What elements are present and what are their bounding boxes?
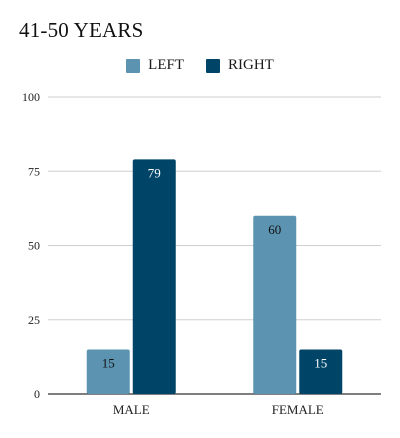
bar-female-left — [253, 215, 297, 394]
data-label-female-right: 15 — [314, 355, 327, 370]
bar-female-right — [299, 349, 343, 394]
legend-label-right: RIGHT — [228, 57, 274, 73]
y-tick-label-100: 100 — [22, 90, 40, 104]
bar-male-left — [86, 349, 130, 394]
chart-title: 41-50 YEARS — [19, 18, 144, 42]
data-label-male-left: 15 — [102, 355, 115, 370]
legend-label-left: LEFT — [148, 57, 184, 73]
legend-item-right: RIGHT — [206, 57, 274, 74]
bar-male-right — [132, 159, 176, 394]
y-tick-label-75: 75 — [28, 164, 40, 178]
legend-item-left: LEFT — [126, 57, 184, 74]
legend-swatch-right — [206, 58, 220, 73]
y-tick-label-50: 50 — [28, 239, 40, 253]
y-tick-label-25: 25 — [28, 313, 40, 327]
x-tick-label-male: MALE — [113, 402, 150, 417]
y-tick-label-0: 0 — [34, 387, 40, 401]
data-label-female-left: 60 — [268, 222, 281, 237]
legend: LEFT RIGHT — [0, 57, 400, 74]
x-tick-label-female: FEMALE — [272, 402, 324, 417]
legend-swatch-left — [126, 58, 141, 73]
data-label-male-right: 79 — [148, 165, 161, 180]
